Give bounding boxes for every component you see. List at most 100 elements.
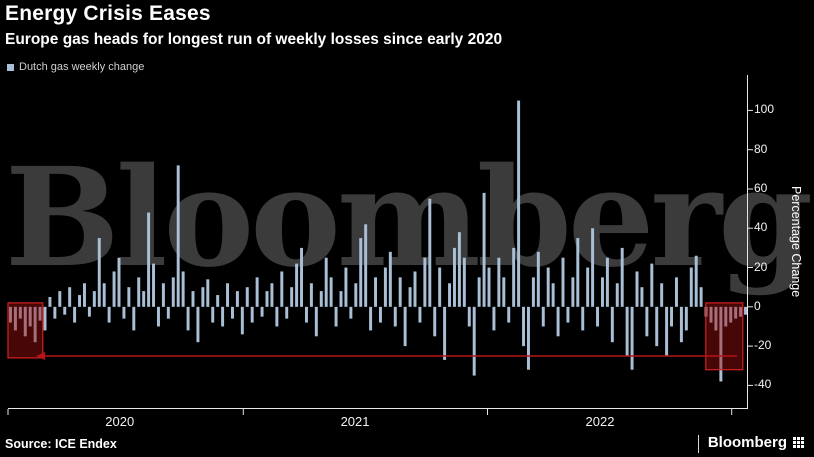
bar — [739, 306, 743, 317]
y-tick-label: 20 — [754, 259, 768, 274]
bar — [38, 306, 42, 321]
bar — [443, 306, 447, 360]
bar — [428, 198, 432, 307]
bar — [561, 257, 565, 307]
bar — [58, 291, 62, 307]
bar — [43, 306, 47, 331]
bar — [171, 277, 175, 307]
bar — [630, 306, 634, 370]
bar — [255, 277, 259, 307]
bar — [374, 277, 378, 307]
bar — [383, 267, 387, 307]
bar — [576, 238, 580, 307]
bar — [240, 306, 244, 335]
bar — [729, 306, 733, 323]
bar — [359, 238, 363, 307]
bloomberg-watermark: Bloomberg — [4, 138, 813, 298]
bar — [388, 251, 392, 307]
legend-marker-icon — [7, 63, 14, 71]
bar — [53, 306, 57, 319]
bar — [221, 306, 225, 327]
bar — [610, 306, 614, 343]
bar — [665, 306, 669, 356]
bar — [290, 287, 294, 307]
bar — [166, 306, 170, 319]
bar — [655, 306, 659, 347]
bar — [260, 306, 264, 317]
bar — [448, 283, 452, 307]
bar — [398, 277, 402, 307]
bar — [566, 306, 570, 323]
highlight-box — [705, 302, 744, 371]
bar — [744, 306, 748, 315]
x-tick-label: 2022 — [585, 414, 615, 429]
bar — [161, 283, 165, 307]
y-tick-label: -40 — [754, 377, 772, 392]
bar — [492, 306, 496, 331]
bar — [556, 306, 560, 337]
bar — [147, 212, 151, 307]
bar — [28, 306, 32, 327]
bar — [127, 287, 131, 307]
bar — [536, 251, 540, 307]
bar — [596, 306, 600, 327]
bar — [309, 283, 313, 307]
bar — [551, 283, 555, 307]
legend-label: Dutch gas weekly change — [19, 61, 145, 73]
trend-arrow-head — [36, 352, 46, 360]
bar — [349, 306, 353, 319]
y-tick-label: -20 — [754, 338, 772, 353]
bar — [295, 263, 299, 307]
bar — [270, 283, 274, 307]
bar — [176, 165, 180, 307]
bar — [142, 291, 146, 307]
bar — [541, 306, 545, 327]
bar — [709, 306, 713, 323]
bar — [522, 306, 526, 347]
bar — [724, 306, 728, 327]
y-tick-label: 0 — [754, 298, 761, 313]
bar — [679, 306, 683, 343]
bar — [502, 277, 506, 307]
bar — [250, 306, 254, 323]
bar — [507, 306, 511, 323]
bloomberg-wordmark: Bloomberg — [707, 434, 787, 451]
bar — [186, 306, 190, 331]
bar — [300, 247, 304, 307]
bar — [364, 224, 368, 307]
bar — [369, 306, 373, 331]
bloomberg-logo: Bloomberg — [697, 434, 804, 453]
bar — [78, 295, 82, 307]
bar — [280, 271, 284, 307]
bar — [211, 306, 215, 323]
bar — [107, 306, 111, 323]
bar — [48, 297, 52, 307]
bar — [586, 267, 590, 307]
bar — [581, 306, 585, 331]
bar — [467, 306, 471, 327]
bar — [33, 306, 37, 343]
x-tick-label: 2020 — [105, 414, 135, 429]
bar — [689, 267, 693, 307]
bar — [23, 306, 27, 337]
bar — [462, 257, 466, 307]
bar — [378, 306, 382, 323]
bar — [216, 295, 220, 307]
bar — [344, 267, 348, 307]
bar — [670, 306, 674, 327]
bar — [285, 306, 289, 319]
bar — [605, 257, 609, 307]
bar — [226, 283, 230, 307]
bar — [684, 306, 688, 331]
source-credit: Source: ICE Endex — [5, 437, 117, 451]
bar — [408, 287, 412, 307]
bar — [393, 306, 397, 327]
footer-divider — [697, 435, 699, 453]
bar — [418, 306, 422, 323]
bar — [275, 306, 279, 327]
bar — [403, 306, 407, 347]
bar — [531, 277, 535, 307]
bar — [423, 257, 427, 307]
bar — [117, 257, 121, 307]
bar — [615, 283, 619, 307]
